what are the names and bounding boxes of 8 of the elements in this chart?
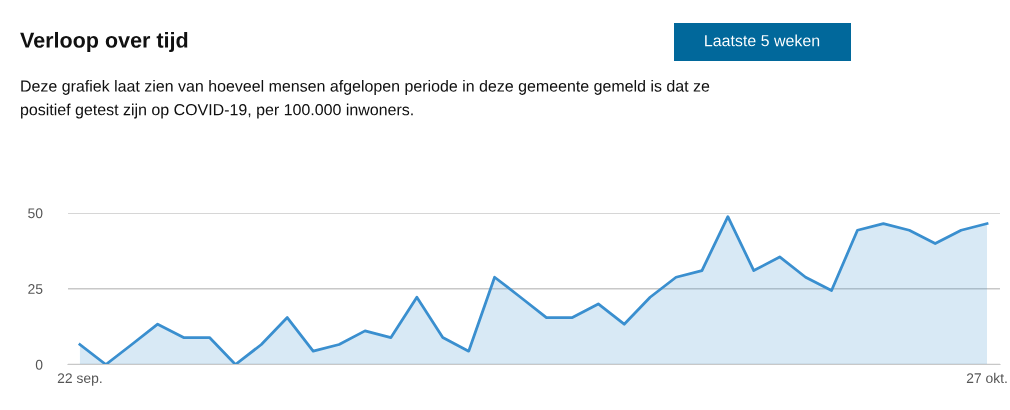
chart-title: Verloop over tijd [20, 31, 188, 53]
text: Laatste 5 weken [705, 34, 820, 47]
y-tick-label: 50 [28, 208, 43, 219]
x-tick-label: 22 sep. [57, 373, 102, 386]
chart-subtitle: Deze grafiek laat zien van hoeveel mensen afgelopen periode in deze gemeente gemeld is dat ze positief getest zijn op COVID-19, per 100.000 inwoners. [21, 80, 710, 119]
y-tick-label: 25 [28, 284, 43, 294]
x-tick-label: 27 okt. [966, 372, 1007, 384]
y-tick-label: 0 [35, 359, 43, 370]
